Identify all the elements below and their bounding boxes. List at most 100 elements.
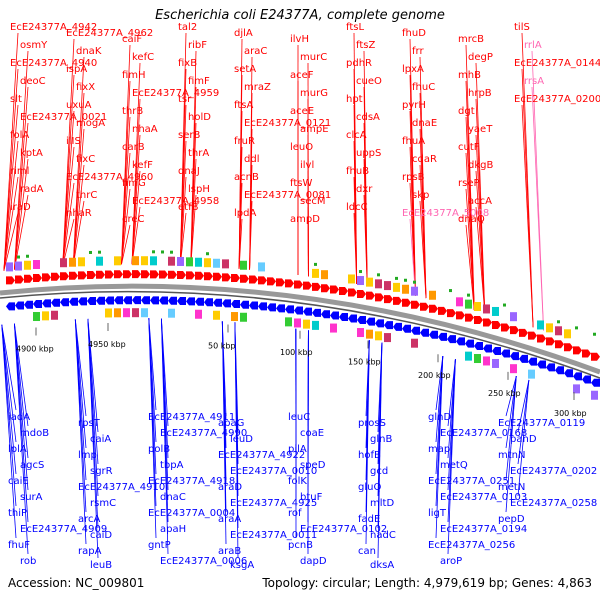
- gene-label-leud: leuD: [230, 434, 253, 445]
- leader-line-skp: [419, 200, 427, 299]
- forward-gene-arrow: [177, 270, 186, 279]
- reverse-gene-arrow: [429, 330, 438, 339]
- leader-line-irad: [3, 212, 19, 271]
- forward-gene-arrow: [249, 275, 258, 284]
- gene-label-ftsa: ftsA: [234, 100, 253, 111]
- reverse-gene-arrow: [267, 303, 276, 312]
- gene-label-dnaj: dnaJ: [178, 166, 200, 177]
- forward-gene-arrow: [51, 272, 60, 281]
- gene-label-mraz: mraZ: [244, 82, 271, 93]
- gene-label-cutf: cutF: [458, 142, 480, 153]
- feature-block: [150, 256, 157, 266]
- gene-label-etfb: etfB: [178, 202, 199, 213]
- reverse-gene-arrow: [447, 335, 456, 344]
- leader-line-mtnn: [505, 375, 517, 449]
- reverse-gene-arrow: [6, 302, 15, 311]
- forward-gene-arrow: [330, 285, 339, 294]
- gene-label-ftsw: ftsW: [290, 178, 312, 189]
- page-title: Escherichia coli E24377A, complete genom…: [155, 8, 445, 23]
- gene-label-acnb: acnB: [234, 172, 259, 183]
- gene-label-ksga: ksgA: [230, 560, 254, 571]
- gene-label-uxua: uxuA: [66, 100, 92, 111]
- gene-label-rof: rof: [288, 508, 302, 519]
- gene-label-pyrh: pyrH: [402, 100, 426, 111]
- feature-marker: [17, 255, 20, 259]
- feature-marker: [314, 262, 317, 266]
- gene-label-ece24377a-4958: EcE24377A_4958: [132, 196, 219, 207]
- gene-label-thip: thiP: [8, 508, 27, 519]
- gene-label-fixc: fixC: [76, 154, 95, 165]
- feature-block: [69, 257, 76, 267]
- reverse-gene-arrow: [240, 300, 249, 309]
- gene-label-sgrr: sgrR: [90, 466, 113, 477]
- gene-label-rrsa: rrsA: [524, 76, 544, 87]
- feature-block: [357, 276, 364, 286]
- gene-label-leub: leuB: [90, 560, 112, 571]
- gene-label-ece24377a-0011: EcE24377A_0011: [230, 530, 317, 541]
- feature-marker: [206, 252, 209, 256]
- feature-marker: [395, 276, 398, 280]
- gene-label-nhaa: nhaA: [132, 124, 158, 135]
- leader-line-lpda: [238, 218, 243, 269]
- gene-label-ece24377a-0010: EcE24377A_0010: [230, 466, 317, 477]
- feature-block: [114, 308, 121, 318]
- gene-label-glnd: glnD: [428, 412, 451, 423]
- reverse-gene-arrow: [357, 316, 366, 325]
- leader-line-thrc: [72, 200, 85, 266]
- reverse-gene-arrow: [141, 296, 150, 305]
- leader-line-moga: [72, 128, 85, 266]
- gene-label-ftsl: ftsL: [346, 22, 364, 33]
- feature-marker: [152, 250, 155, 254]
- gene-label-dnac: dnaC: [160, 492, 186, 503]
- leader-line-rpst: [74, 319, 87, 417]
- forward-gene-arrow: [204, 272, 213, 281]
- scale-tick-label: 200 kbp: [418, 371, 451, 380]
- gene-label-dxr: dxr: [356, 184, 373, 195]
- feature-block: [312, 320, 319, 330]
- gene-label-ece24377a-0202: EcE24377A_0202: [510, 466, 597, 477]
- feature-block: [492, 306, 499, 316]
- gene-label-ece24377a-4922: EcE24377A_4922: [218, 450, 305, 461]
- forward-gene-arrow: [402, 298, 411, 307]
- scale-tick-label: 250 kbp: [488, 389, 521, 398]
- forward-gene-arrow: [195, 271, 204, 280]
- gene-label-ftsz: ftsZ: [356, 40, 375, 51]
- feature-marker: [467, 293, 470, 297]
- gene-label-thra: thrA: [188, 148, 209, 159]
- forward-gene-arrow: [474, 316, 483, 325]
- gene-label-osmy: osmY: [20, 40, 48, 51]
- reverse-gene-arrow: [546, 363, 555, 372]
- gene-label-ece24377a-4940: EcE24377A_4940: [10, 58, 97, 69]
- feature-marker: [377, 273, 380, 277]
- leader-line-keff: [131, 170, 141, 265]
- reverse-gene-arrow: [483, 344, 492, 353]
- gene-label-dkgb: dkgB: [468, 160, 493, 171]
- leader-line-thra: [190, 158, 197, 266]
- leader-line-caie: [1, 324, 17, 475]
- gene-label-btuf: btuF: [300, 492, 323, 503]
- forward-gene-arrow: [186, 271, 195, 280]
- gene-label-ddl: ddl: [244, 154, 259, 165]
- scale-tick-label: 300 kbp: [554, 409, 587, 418]
- forward-gene-arrow: [159, 270, 168, 279]
- reverse-gene-arrow: [159, 296, 168, 305]
- genome-backbone: [0, 283, 600, 375]
- gene-label-cdsa: cdsA: [356, 112, 380, 123]
- reverse-gene-arrow: [69, 297, 78, 306]
- leader-line-ispa: [62, 74, 75, 267]
- gene-label-fimh: fimH: [122, 70, 146, 81]
- forward-gene-arrow: [483, 318, 492, 327]
- gene-label-rpsb: rpsB: [402, 172, 425, 183]
- gene-label-mrcb: mrcB: [458, 34, 484, 45]
- reverse-gene-arrow: [177, 296, 186, 305]
- gene-label-ece24377a-4910: EcE24377A_4910: [78, 482, 165, 493]
- gene-label-upps: uppS: [356, 148, 381, 159]
- gene-label-ampe: ampE: [300, 124, 329, 135]
- gene-label-ece24377a-4909: EcE24377A_4909: [20, 524, 107, 535]
- gene-label-ece24377a-0081: EcE24377A_0081: [244, 190, 331, 201]
- scale-tick-label: 50 kbp: [208, 341, 236, 350]
- reverse-gene-arrow: [510, 352, 519, 361]
- feature-block: [384, 333, 391, 343]
- gene-label-coae: coaE: [300, 428, 324, 439]
